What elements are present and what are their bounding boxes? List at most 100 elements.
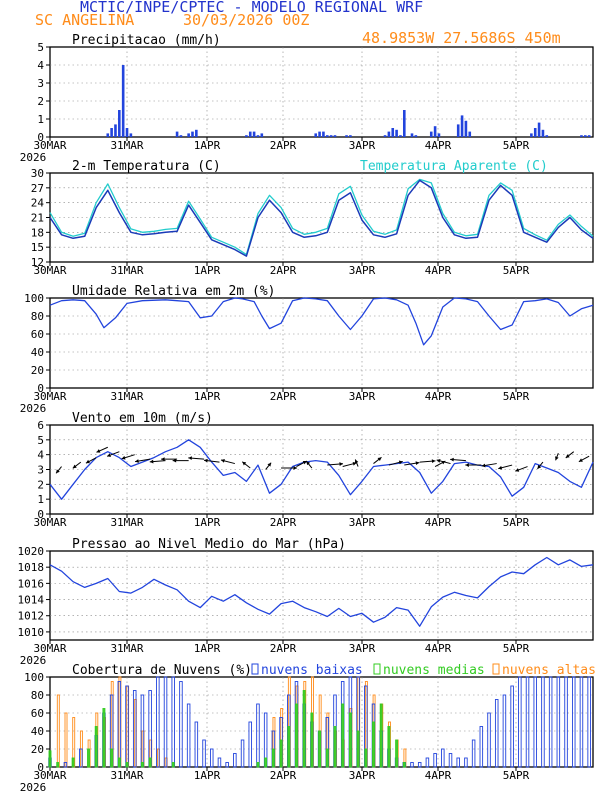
wind-vector-arrow xyxy=(188,456,205,461)
wind-vector-arrow xyxy=(296,460,307,467)
clouds-ytick-label: 60 xyxy=(31,707,44,720)
cloud-mid-bar xyxy=(364,748,368,768)
cloud-low-bar xyxy=(502,694,507,768)
wind-vector-head xyxy=(481,463,486,468)
slp-xtick-label: 4APR xyxy=(425,642,452,655)
clouds-ytick-label: 100 xyxy=(24,671,44,684)
cloud-mid-bar xyxy=(341,703,345,768)
chart-title: MCTIC/INPE/CPTEC - MODELO REGIONAL WRF xyxy=(80,0,424,16)
cloud-mid-bar xyxy=(264,757,268,768)
temp-ytick-label: 18 xyxy=(31,226,44,239)
clouds-title: Cobertura de Nuvens (%) xyxy=(72,663,252,678)
slp-ytick-label: 1014 xyxy=(18,594,45,607)
clouds-ytick-label: 40 xyxy=(31,725,44,738)
coordinates-label: 48.9853W 27.5686S 450m xyxy=(362,29,561,47)
wind-vector-head xyxy=(415,461,420,466)
rh-ytick-label: 80 xyxy=(31,310,44,323)
cloud-mid-bar xyxy=(287,726,291,768)
wind-vector-arrow xyxy=(450,457,466,462)
wind-vector-arrow xyxy=(265,462,272,470)
clouds-xtick-label: 1APR xyxy=(194,769,221,782)
clouds-ytick-label: 20 xyxy=(31,743,44,756)
precip-bar xyxy=(256,135,260,137)
wind-vector-arrow xyxy=(537,461,544,470)
wind-vector-head xyxy=(498,465,503,470)
wind-xtick-label: 2APR xyxy=(270,516,297,529)
precip-bar xyxy=(195,129,198,137)
cloud-low-bar xyxy=(425,757,430,768)
cloud-mid-bar xyxy=(110,748,114,768)
temp-title: 2-m Temperatura (C) xyxy=(72,159,221,174)
precip-bar xyxy=(580,135,583,137)
wind-vector-head xyxy=(293,466,298,470)
wind-vector-arrow xyxy=(203,458,220,463)
rh-year-label: 2026 xyxy=(20,402,47,415)
slp-frame xyxy=(49,550,594,641)
cloud-low-bar xyxy=(571,676,576,768)
precip-bar xyxy=(387,131,391,137)
cloud-low-bar xyxy=(525,676,530,768)
precip-bar xyxy=(433,126,437,137)
precip-ytick-label: 5 xyxy=(37,41,44,54)
clouds-xtick-label: 4APR xyxy=(425,769,452,782)
precip-xtick-label: 31MAR xyxy=(110,139,143,152)
legend-low-label: nuvens baixas xyxy=(261,663,363,678)
cloud-low-bar xyxy=(464,757,468,768)
precip-bar xyxy=(248,131,252,137)
rh-ytick-label: 20 xyxy=(31,364,44,377)
wind-vector-head xyxy=(465,463,469,467)
wind-xtick-label: 3APR xyxy=(349,516,376,529)
wind-vector-head xyxy=(161,457,165,462)
wind-vector-head xyxy=(96,449,101,453)
precip-bar xyxy=(318,131,321,137)
wind-xtick-label: 5APR xyxy=(503,516,530,529)
precip-bar xyxy=(456,124,460,137)
precip-bar xyxy=(325,135,329,137)
slp-xtick-label: 30MAR xyxy=(33,642,66,655)
rh-xtick-label: 31MAR xyxy=(110,390,143,403)
wind-vector-arrow xyxy=(85,457,97,464)
cloud-low-bar xyxy=(240,739,245,768)
cloud-low-bar xyxy=(417,762,422,768)
precip-bar xyxy=(118,110,121,137)
wind-vector-head xyxy=(578,458,583,462)
precip-bar xyxy=(106,133,110,137)
precip-ytick-label: 2 xyxy=(37,95,44,108)
wind-vector-arrow xyxy=(515,466,528,472)
cloud-mid-bar xyxy=(387,726,391,768)
precip-bar xyxy=(252,131,256,137)
location-label: SC ANGELINA xyxy=(35,11,135,29)
precip-xtick-label: 3APR xyxy=(349,139,376,152)
precip-bar xyxy=(460,115,464,137)
wind-vector-head xyxy=(267,462,272,467)
cloud-low-bar xyxy=(225,762,229,768)
wind-vector-arrow xyxy=(121,454,135,460)
humidity-line xyxy=(49,297,594,346)
slp-ytick-label: 1020 xyxy=(18,545,45,558)
cloud-mid-bar xyxy=(148,757,152,768)
precip-bar xyxy=(429,131,433,137)
cloud-low-bar xyxy=(410,762,414,768)
cloud-low-bar xyxy=(171,676,175,768)
precip-bar xyxy=(187,133,190,137)
precip-bar xyxy=(329,135,333,137)
wind-vector-head xyxy=(555,456,559,461)
wind-vector-arrow xyxy=(436,458,451,465)
apparent-temperature-line xyxy=(49,178,594,256)
temp-xtick-label: 30MAR xyxy=(33,264,66,277)
precip-bar xyxy=(349,135,352,137)
precip-bar xyxy=(537,122,541,137)
cloud-low-bar xyxy=(179,681,183,768)
rh-ytick-label: 100 xyxy=(24,292,44,305)
precip-bar xyxy=(314,133,318,137)
cloud-low-bar xyxy=(456,757,460,768)
precip-bar xyxy=(191,131,194,137)
rh-ytick-label: 60 xyxy=(31,328,44,341)
clouds-ytick-label: 80 xyxy=(31,689,44,702)
precip-bar xyxy=(125,128,129,137)
wind-vector-head xyxy=(242,461,247,466)
wind-vector-arrow xyxy=(327,462,344,466)
precip-bar xyxy=(333,135,337,137)
cloud-mid-bar xyxy=(102,708,106,768)
precip-bar xyxy=(260,133,264,137)
